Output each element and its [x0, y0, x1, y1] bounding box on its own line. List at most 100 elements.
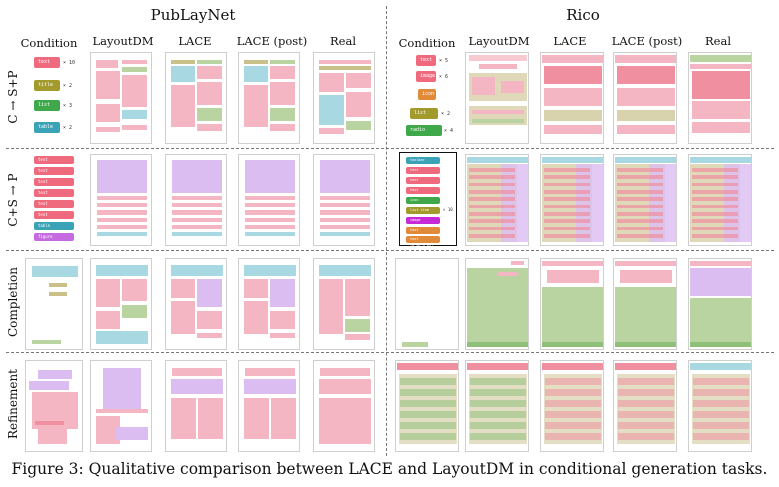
cond-tag: image (0.40,0.20)	[406, 217, 440, 229]
thumb-r2-rico-3	[688, 154, 752, 246]
layout-element	[615, 362, 676, 371]
thumb-r3-condition	[25, 258, 83, 350]
layout-element	[97, 217, 147, 223]
layout-element	[690, 64, 751, 69]
layout-element	[95, 103, 120, 122]
layout-element	[346, 73, 372, 88]
layout-element	[690, 297, 751, 344]
layout-element	[543, 175, 590, 179]
layout-element	[692, 399, 750, 407]
layout-element	[346, 121, 372, 131]
layout-element	[467, 341, 528, 348]
layout-element	[691, 204, 738, 209]
layout-element	[542, 362, 603, 371]
layout-element	[468, 189, 515, 194]
layout-element	[318, 73, 344, 92]
layout-element	[245, 368, 295, 376]
layout-element	[318, 60, 372, 65]
layout-element	[28, 381, 70, 391]
condition-c-rico: text × 5 image × 6 icon list item × 2 ra…	[400, 52, 458, 144]
layout-element	[95, 330, 149, 344]
thumb-r3-real	[313, 258, 375, 350]
layout-element	[270, 332, 295, 339]
col-header-lace-post: LACE (post)	[611, 34, 683, 48]
layout-element	[197, 310, 222, 329]
layout-element	[472, 76, 495, 96]
layout-element	[197, 123, 222, 132]
layout-element	[399, 432, 457, 441]
col-header-lace: LACE	[178, 34, 212, 48]
cond-count: × 10	[63, 60, 76, 66]
layout-element	[95, 60, 118, 68]
col-header-condition: Condition	[20, 36, 78, 50]
layout-element	[170, 60, 195, 65]
layout-element	[97, 224, 147, 229]
layout-element	[172, 159, 222, 193]
layout-element	[243, 65, 268, 83]
layout-element	[197, 108, 222, 122]
layout-element	[468, 219, 515, 224]
cond-tag: text (0.80,0.04)	[34, 189, 74, 203]
thumb-r1-lace	[165, 52, 227, 144]
thumb-r4-layoutdm	[90, 360, 152, 452]
layout-element	[692, 432, 750, 441]
layout-element	[95, 264, 149, 276]
layout-element	[245, 210, 295, 215]
cond-tag: radio button	[406, 125, 442, 144]
layout-element	[616, 197, 663, 201]
thumb-r1-rico-lace	[540, 52, 604, 144]
layout-element	[197, 82, 222, 106]
layout-element	[95, 416, 120, 444]
thumb-r2-rico-2	[613, 154, 677, 246]
layout-element	[243, 60, 268, 65]
layout-element	[197, 60, 222, 65]
cond-count: × 4	[444, 128, 454, 134]
layout-element	[544, 432, 602, 441]
layout-element	[544, 377, 602, 385]
layout-element	[95, 279, 120, 307]
thumb-r3-rico-real	[688, 258, 752, 350]
layout-element	[616, 204, 663, 209]
row-label-cs-p: C+S → P	[6, 173, 20, 227]
layout-element	[615, 54, 676, 64]
condition-cs-publaynet: text (0.80,0.04) text (0.80,0.03) text (…	[34, 154, 80, 247]
cond-tag: title	[34, 80, 60, 91]
layout-element	[691, 226, 738, 231]
layout-element	[318, 264, 372, 276]
layout-element	[122, 66, 147, 73]
layout-element	[616, 175, 663, 179]
layout-element	[468, 167, 515, 172]
cond-count: × 2	[63, 83, 73, 89]
layout-element	[318, 128, 344, 134]
layout-element	[501, 80, 524, 94]
layout-element	[691, 167, 738, 172]
col-header-real: Real	[705, 34, 731, 48]
thumb-r1-rico-real	[688, 52, 752, 144]
layout-element	[270, 310, 295, 329]
layout-element	[271, 397, 297, 440]
layout-element	[402, 341, 428, 348]
layout-element	[49, 282, 67, 287]
cond-tag: table	[34, 122, 60, 133]
layout-element	[399, 377, 457, 385]
layout-element	[616, 167, 663, 172]
layout-element	[399, 421, 457, 430]
layout-element	[320, 202, 370, 208]
layout-element	[170, 85, 195, 127]
layout-element	[469, 399, 527, 407]
layout-element	[691, 212, 738, 216]
layout-element	[543, 212, 590, 216]
cond-tag: text (0.80,0.03)	[34, 167, 74, 181]
layout-element	[320, 210, 370, 215]
layout-element	[197, 279, 222, 307]
layout-element	[691, 219, 738, 224]
thumb-r1-rico-layoutdm	[465, 52, 529, 144]
layout-element	[616, 219, 663, 224]
layout-element	[170, 264, 224, 276]
layout-element	[543, 87, 603, 107]
layout-element	[543, 373, 603, 444]
layout-element	[478, 64, 518, 69]
layout-element	[270, 65, 295, 79]
condition-c-publaynet: text × 10 title × 2 list × 3 table × 2	[30, 52, 82, 144]
layout-element	[397, 362, 458, 371]
